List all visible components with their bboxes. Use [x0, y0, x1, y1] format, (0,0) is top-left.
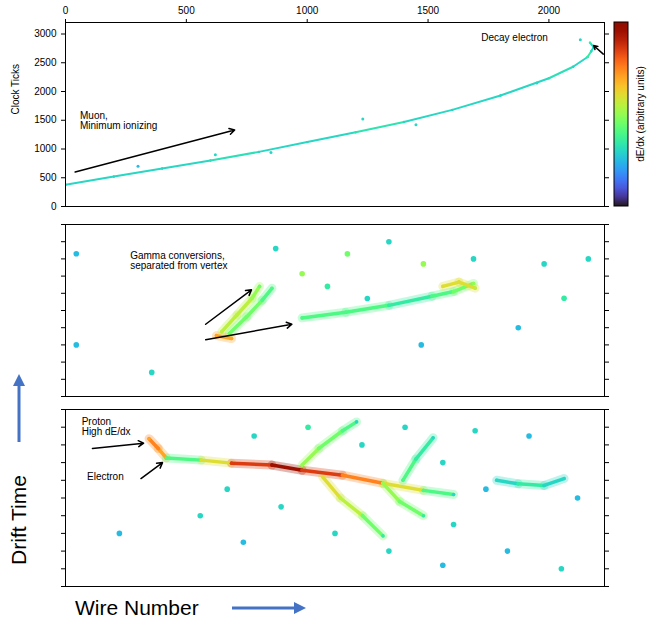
svg-text:Electron: Electron: [87, 471, 124, 482]
svg-text:Drift Time: Drift Time: [7, 475, 30, 565]
svg-text:1500: 1500: [34, 114, 57, 125]
svg-text:ProtonHigh dE/dx: ProtonHigh dE/dx: [82, 416, 131, 437]
svg-text:2500: 2500: [34, 57, 57, 68]
svg-text:Decay electron: Decay electron: [481, 32, 548, 43]
svg-text:500: 500: [40, 172, 57, 183]
svg-text:Clock Ticks: Clock Ticks: [10, 64, 21, 115]
svg-text:0: 0: [51, 201, 57, 212]
svg-text:1000: 1000: [34, 143, 57, 154]
svg-text:3000: 3000: [34, 28, 57, 39]
svg-text:1000: 1000: [296, 5, 319, 16]
svg-text:0: 0: [63, 5, 69, 16]
svg-text:Gamma conversions,separated fr: Gamma conversions,separated from vertex: [130, 250, 227, 271]
svg-text:dE/dx (arbitrary units): dE/dx (arbitrary units): [635, 66, 646, 162]
svg-text:Wire Number: Wire Number: [75, 596, 199, 619]
svg-text:2000: 2000: [34, 86, 57, 97]
svg-text:Muon,Minimum ionizing: Muon,Minimum ionizing: [80, 110, 157, 131]
svg-text:500: 500: [178, 5, 195, 16]
svg-text:2000: 2000: [538, 5, 561, 16]
svg-text:1500: 1500: [417, 5, 440, 16]
